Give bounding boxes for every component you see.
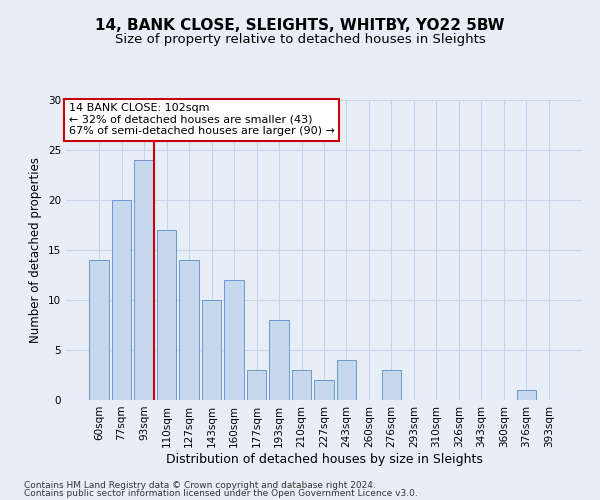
Text: 14, BANK CLOSE, SLEIGHTS, WHITBY, YO22 5BW: 14, BANK CLOSE, SLEIGHTS, WHITBY, YO22 5… [95, 18, 505, 32]
Bar [382, 370, 401, 400]
Bar [292, 370, 311, 400]
Bar [314, 380, 334, 400]
Bar [134, 160, 154, 400]
Bar [157, 230, 176, 400]
Bar [224, 280, 244, 400]
Bar [337, 360, 356, 400]
X-axis label: Distribution of detached houses by size in Sleights: Distribution of detached houses by size … [166, 452, 482, 466]
Bar [269, 320, 289, 400]
Bar [517, 390, 536, 400]
Text: Contains HM Land Registry data © Crown copyright and database right 2024.: Contains HM Land Registry data © Crown c… [24, 480, 376, 490]
Bar [89, 260, 109, 400]
Bar [202, 300, 221, 400]
Y-axis label: Number of detached properties: Number of detached properties [29, 157, 43, 343]
Bar [112, 200, 131, 400]
Text: 14 BANK CLOSE: 102sqm
← 32% of detached houses are smaller (43)
67% of semi-deta: 14 BANK CLOSE: 102sqm ← 32% of detached … [68, 103, 334, 136]
Text: Size of property relative to detached houses in Sleights: Size of property relative to detached ho… [115, 32, 485, 46]
Bar [179, 260, 199, 400]
Text: Contains public sector information licensed under the Open Government Licence v3: Contains public sector information licen… [24, 489, 418, 498]
Bar [247, 370, 266, 400]
